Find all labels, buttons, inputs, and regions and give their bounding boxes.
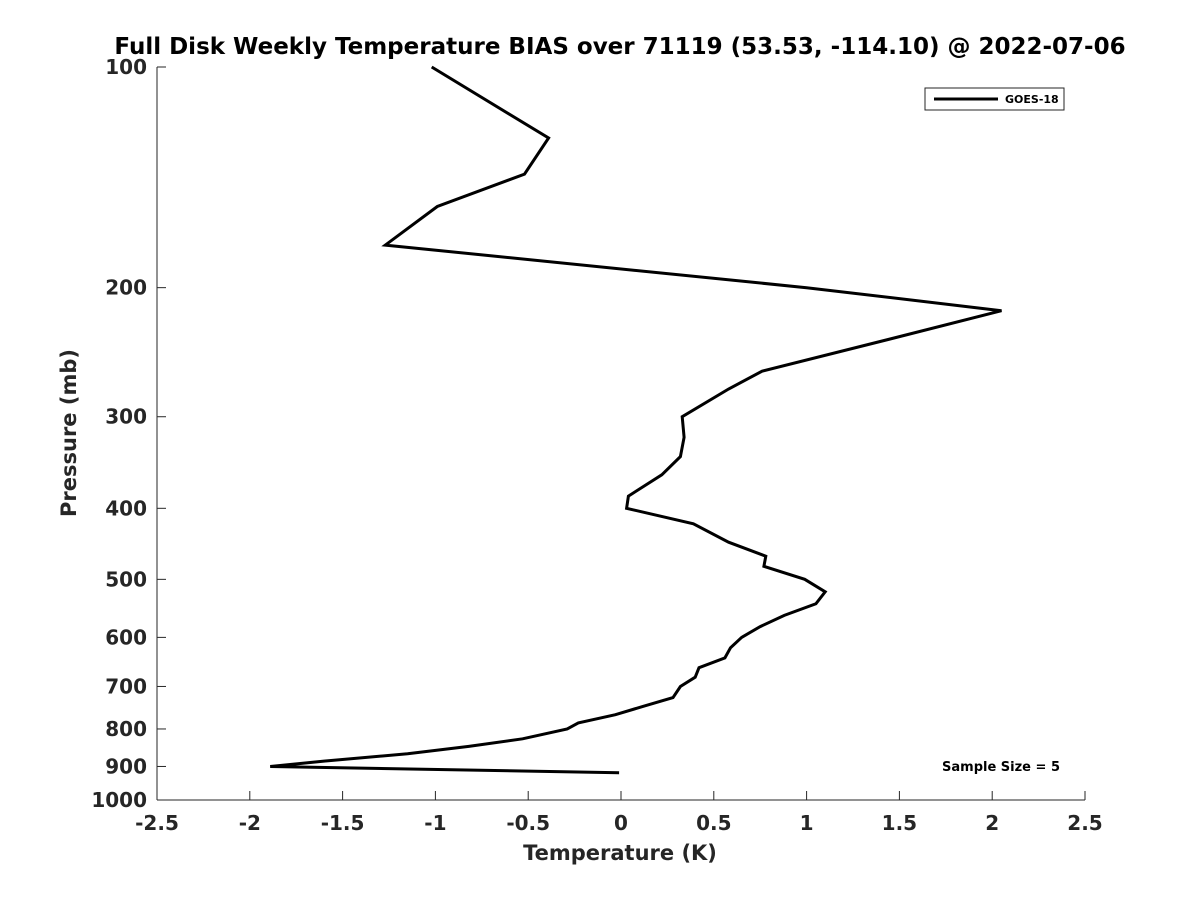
y-tick-label: 500 <box>105 567 147 591</box>
x-tick-label: 1.5 <box>882 811 917 835</box>
x-tick-label: 0.5 <box>696 811 731 835</box>
series-line-goes-18 <box>270 65 1002 775</box>
legend: GOES-18 <box>924 87 1065 111</box>
x-tick-label: -2 <box>239 811 261 835</box>
x-tick-label: -2.5 <box>135 811 179 835</box>
y-ticks: 100 200 300 400 500 600 700 800 900 1000 <box>91 55 166 812</box>
x-tick-label: 0 <box>614 811 628 835</box>
x-tick-label: -1 <box>424 811 446 835</box>
x-tick-label: -1.5 <box>321 811 365 835</box>
plot-area: -2.5 -2 -1.5 -1 -0.5 0 0.5 1 1.5 2 2.5 100 200 300 40… <box>91 55 1102 835</box>
y-tick-label: 800 <box>105 717 147 741</box>
y-tick-label: 900 <box>105 754 147 778</box>
x-tick-label: -0.5 <box>506 811 550 835</box>
legend-label-goes-18: GOES-18 <box>1005 93 1059 106</box>
x-tick-label: 2.5 <box>1067 811 1102 835</box>
y-tick-label: 700 <box>105 674 147 698</box>
y-tick-label: 100 <box>105 55 147 79</box>
chart-title: Full Disk Weekly Temperature BIAS over 7… <box>114 34 1125 60</box>
sample-size-annotation: Sample Size = 5 <box>942 760 1060 775</box>
y-axis-label: Pressure (mb) <box>57 349 81 517</box>
y-tick-label: 300 <box>105 405 147 429</box>
x-tick-label: 2 <box>985 811 999 835</box>
x-axis-label: Temperature (K) <box>523 841 717 865</box>
y-tick-label: 200 <box>105 276 147 300</box>
y-tick-label: 400 <box>105 496 147 520</box>
series-layer <box>270 65 1002 775</box>
y-tick-label: 1000 <box>91 788 147 812</box>
y-tick-label: 600 <box>105 625 147 649</box>
x-tick-label: 1 <box>800 811 814 835</box>
x-ticks: -2.5 -2 -1.5 -1 -0.5 0 0.5 1 1.5 2 2.5 <box>135 791 1103 835</box>
